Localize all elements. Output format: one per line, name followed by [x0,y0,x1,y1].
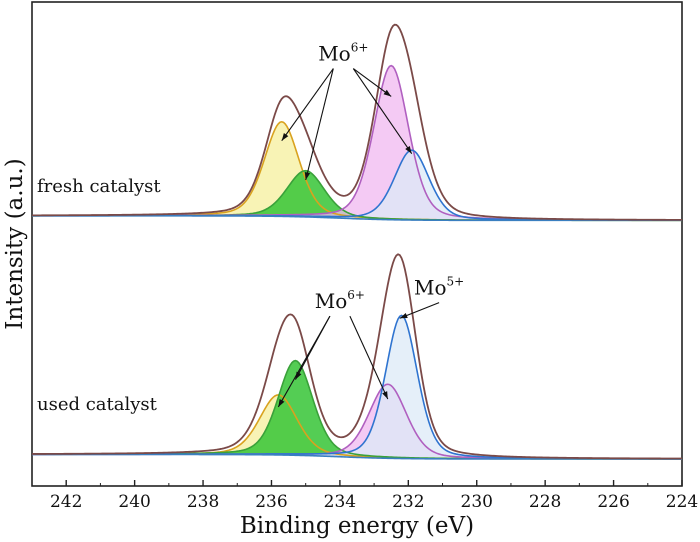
annotation-arrow-line [294,315,331,380]
annotation-arrow-line [352,68,413,155]
x-tick-label-226: 226 [597,492,629,512]
annotation-arrowhead [281,132,289,141]
annotation-arrowhead [383,89,392,97]
plot-frame [31,1,683,487]
x-tick-label-224: 224 [666,492,698,512]
x-tick-label-240: 240 [118,492,150,512]
x-axis-title: Binding energy (eV) [240,513,474,539]
annotation-label-panel-1-1: Mo6+ [318,41,368,66]
baseline-panel-1 [32,215,682,222]
component-fill-pink-panel-1 [32,65,682,221]
annotation-label-panel-2-2: Mo5+ [414,275,464,300]
x-tick-label-238: 238 [187,492,219,512]
annotation-arrowhead [295,371,302,380]
component-fills [32,65,682,459]
annotation-arrow-line [281,68,334,142]
annotation-arrowhead [399,312,408,319]
baseline-panel-2 [32,453,682,460]
x-axis: 242 240 238 236 234 232 230 228 226 224 [31,480,698,512]
annotation-arrow-line [305,68,334,181]
x-tick-label-242: 242 [50,492,82,512]
annotation-label-panel-2-1: Mo6+ [315,288,365,313]
envelope-panel-1 [31,23,682,221]
x-tick-label-236: 236 [255,492,287,512]
x-tick-label-228: 228 [529,492,561,512]
panel-label-used-catalyst: used catalyst [37,394,158,415]
x-tick-label-234: 234 [324,492,356,512]
annotation-arrowhead [382,391,388,400]
annotations: Mo6+ Mo6+ Mo5+ [277,41,464,408]
component-lines [31,23,682,460]
component-fill-pink-panel-2 [32,384,682,459]
annotation-arrowhead [405,145,412,154]
annotation-arrow-line [349,315,389,400]
x-tick-label-230: 230 [461,492,493,512]
x-tick-label-232: 232 [392,492,424,512]
annotation-arrow-line [352,68,392,97]
panel-label-fresh-catalyst: fresh catalyst [37,176,161,197]
y-axis-title: Intensity (a.u.) [2,158,28,329]
envelope-panel-2 [31,253,682,460]
annotation-arrowhead [278,399,285,407]
annotation-arrowhead [304,171,311,180]
